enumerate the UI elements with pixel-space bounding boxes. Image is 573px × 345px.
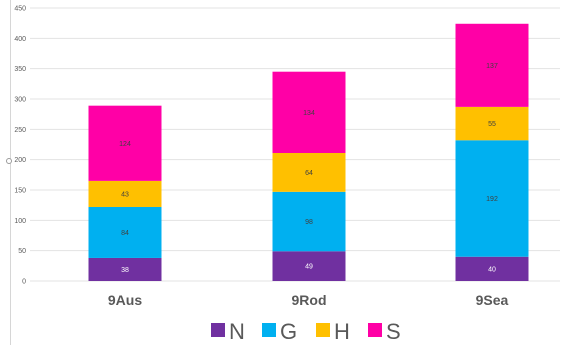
chart-area-border [10, 0, 11, 345]
category-label: 9Aus [108, 292, 142, 308]
legend-label-g: G [280, 319, 297, 344]
y-tick-label: 300 [14, 97, 26, 104]
legend-swatch-s [368, 323, 382, 337]
bar-segment-h-9aus [88, 180, 162, 207]
data-label: 40 [488, 266, 496, 273]
data-label: 134 [303, 110, 315, 117]
y-tick-label: 350 [14, 66, 26, 73]
legend-swatch-n [211, 323, 225, 337]
legend-swatch-h [316, 323, 330, 337]
bar-segment-g-9rod [272, 191, 346, 252]
legend-label-h: H [334, 319, 350, 344]
bar-segment-n-9sea [455, 256, 529, 281]
y-tick-label: 450 [14, 6, 26, 13]
bar-segment-g-9aus [88, 206, 162, 258]
bar-segment-h-9rod [272, 152, 346, 192]
bars [88, 23, 529, 281]
y-tick-label: 100 [14, 218, 26, 225]
x-axis-categories: 9Aus 9Rod 9Sea [108, 292, 509, 308]
data-label: 43 [121, 191, 129, 198]
bar-segment-s-9aus [88, 105, 162, 181]
bar-segment-h-9sea [455, 106, 529, 141]
category-label: 9Sea [476, 292, 509, 308]
data-label: 49 [305, 264, 313, 271]
data-label: 98 [305, 219, 313, 226]
bar-segment-n-9rod [272, 251, 346, 281]
data-labels: 38 84 43 124 49 98 64 134 40 192 55 137 [119, 63, 498, 274]
resize-handle[interactable] [6, 158, 12, 164]
y-tick-label: 150 [14, 188, 26, 195]
bar-segment-n-9aus [88, 257, 162, 281]
bar-segment-g-9sea [455, 140, 529, 257]
y-axis-ticks: 0 50 100 150 200 250 300 350 400 450 [14, 6, 26, 286]
y-tick-label: 50 [18, 248, 26, 255]
legend-label-n: N [229, 319, 245, 344]
category-label: 9Rod [292, 292, 327, 308]
data-label: 192 [486, 196, 498, 203]
y-tick-label: 250 [14, 127, 26, 134]
y-tick-label: 200 [14, 157, 26, 164]
y-tick-label: 400 [14, 36, 26, 43]
data-label: 64 [305, 170, 313, 177]
bar-segment-s-9sea [455, 23, 529, 107]
legend-swatch-g [262, 323, 276, 337]
data-label: 84 [121, 230, 129, 237]
data-label: 55 [488, 121, 496, 128]
data-label: 124 [119, 141, 131, 148]
legend-label-s: S [386, 319, 401, 344]
y-tick-label: 0 [22, 279, 26, 286]
bar-segment-s-9rod [272, 71, 346, 153]
data-label: 38 [121, 267, 129, 274]
data-label: 137 [486, 63, 498, 70]
